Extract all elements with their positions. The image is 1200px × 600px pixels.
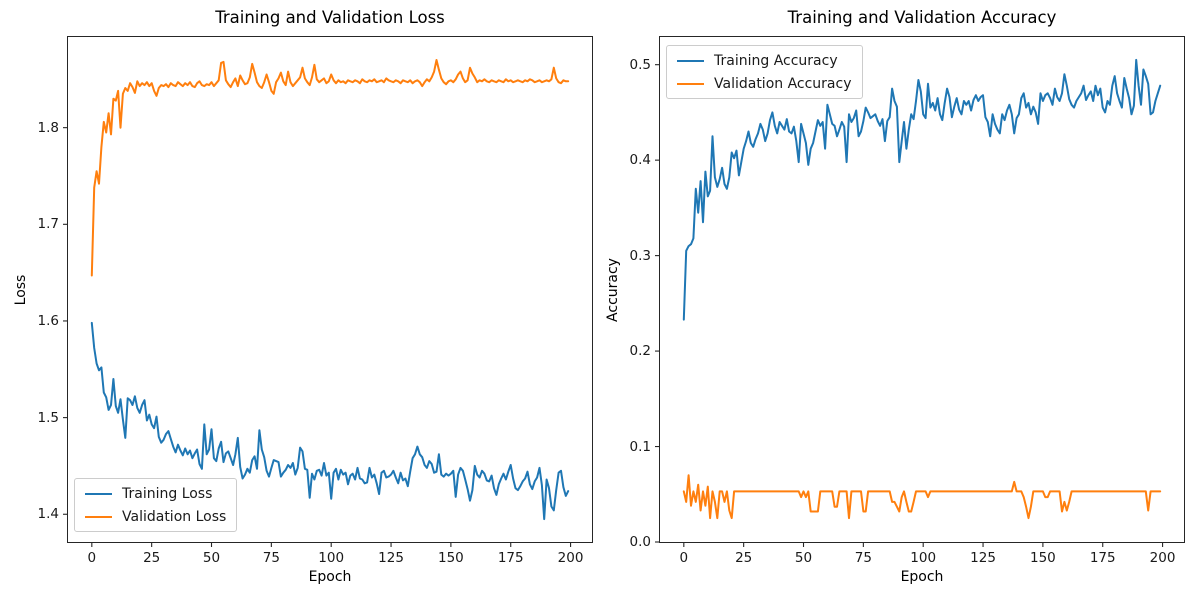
- x-tick-label: 175: [1089, 550, 1116, 566]
- x-tick-label: 150: [437, 550, 464, 566]
- x-tick-label: 25: [143, 550, 161, 566]
- legend-entry: Training Accuracy: [677, 51, 852, 70]
- legend-line-sample: [677, 82, 704, 85]
- x-tick-label: 125: [378, 550, 404, 566]
- accuracy-subplot: Training and Validation Accuracy Epoch A…: [605, 8, 1185, 585]
- x-tick-label: 50: [794, 550, 813, 566]
- legend-entry-label: Validation Accuracy: [714, 75, 852, 92]
- y-tick-label: 1.7: [37, 216, 59, 233]
- loss-chart-title: Training and Validation Loss: [215, 8, 445, 27]
- y-tick-label: 1.5: [37, 409, 59, 426]
- y-tick-label: 0.1: [629, 438, 651, 455]
- accuracy-y-axis-label: Accuracy: [605, 257, 621, 322]
- x-tick-label: 25: [735, 550, 753, 566]
- legend-entry-label: Training Accuracy: [714, 52, 838, 69]
- loss-subplot: Training and Validation Loss Epoch Loss …: [13, 8, 593, 585]
- legend: Training Loss Validation Loss: [74, 478, 238, 532]
- legend: Training Accuracy Validation Accuracy: [666, 45, 863, 99]
- validation-accuracy-line: [682, 474, 1162, 520]
- accuracy-chart-title: Training and Validation Accuracy: [787, 8, 1057, 27]
- y-tick-label: 1.6: [37, 312, 59, 329]
- training-accuracy-line: [682, 58, 1162, 321]
- legend-line-sample: [85, 492, 112, 495]
- legend-entry-label: Validation Loss: [122, 508, 227, 525]
- y-tick-label: 0.4: [629, 152, 651, 169]
- x-tick-label: 0: [679, 550, 689, 566]
- training-loss-line: [90, 321, 570, 521]
- x-tick-label: 175: [497, 550, 524, 566]
- plot-canvas: [655, 58, 1164, 547]
- legend-line-sample: [85, 515, 112, 518]
- plot-canvas: [63, 59, 572, 547]
- x-tick-label: 100: [910, 550, 937, 566]
- accuracy-x-axis-label: Epoch: [900, 569, 944, 585]
- legend-entry: Validation Loss: [85, 507, 226, 526]
- validation-loss-line: [90, 59, 570, 277]
- x-tick-label: 125: [970, 550, 996, 566]
- x-tick-label: 200: [557, 550, 584, 566]
- legend-entry: Validation Accuracy: [677, 74, 852, 93]
- x-tick-label: 0: [87, 550, 97, 566]
- y-tick-label: 1.4: [37, 506, 59, 523]
- y-tick-label: 1.8: [37, 119, 59, 136]
- x-tick-label: 75: [854, 550, 872, 566]
- x-tick-label: 50: [202, 550, 221, 566]
- x-tick-label: 75: [262, 550, 280, 566]
- legend-entry: Training Loss: [85, 484, 226, 503]
- x-tick-label: 200: [1149, 550, 1176, 566]
- loss-x-axis-label: Epoch: [308, 569, 352, 585]
- x-tick-label: 150: [1029, 550, 1056, 566]
- x-tick-label: 100: [318, 550, 345, 566]
- loss-y-axis-label: Loss: [13, 274, 29, 305]
- y-tick-label: 0.5: [629, 56, 651, 73]
- legend-entry-label: Training Loss: [122, 485, 213, 502]
- y-tick-label: 0.2: [629, 343, 651, 360]
- y-tick-label: 0.0: [629, 534, 651, 550]
- legend-line-sample: [677, 59, 704, 62]
- y-tick-label: 0.3: [629, 247, 651, 264]
